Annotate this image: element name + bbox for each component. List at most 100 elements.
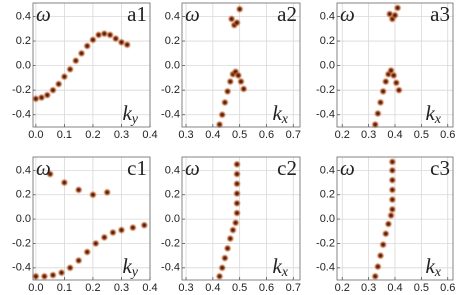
spectral-point (393, 3, 402, 13)
plot-border (336, 2, 454, 128)
panel-label: c2 (277, 156, 297, 180)
x-tick-label: 0.2 (85, 129, 100, 141)
spectral-point (378, 240, 388, 249)
panel-label: a2 (277, 2, 297, 26)
x-tick-label: 0.7 (286, 129, 301, 141)
spectral-point (232, 179, 242, 188)
plot-border (336, 156, 454, 281)
y-tick-label: 0.0 (165, 213, 180, 225)
x-tick-label: 0.0 (28, 129, 43, 141)
y-tick-label: 0.2 (16, 35, 31, 47)
y-tick-label: -0.2 (316, 237, 335, 249)
panel: -0.4 -0.2 0.0 0.2 0.4 0.3 0.4 0.5 0.6 0.7 ω c2 kx (161, 156, 301, 294)
spectral-point (65, 263, 75, 273)
y-tick-label: -0.4 (161, 262, 180, 274)
y-tick-label: -0.2 (12, 237, 31, 249)
spectral-point (54, 79, 63, 89)
y-tick-label: 0.2 (165, 35, 180, 47)
spectral-point (71, 56, 81, 65)
y-tick-label: -0.2 (161, 237, 180, 249)
y-tick-label: -0.2 (161, 84, 180, 96)
y-axis-label: ω (185, 156, 200, 180)
spectral-point (102, 188, 112, 197)
spectral-point (88, 190, 98, 199)
spectral-point (236, 77, 246, 86)
x-axis-label-main: k (425, 254, 435, 278)
x-tick-label: 0.5 (232, 282, 247, 294)
x-axis-label: ky (122, 254, 138, 280)
y-tick-label: -0.4 (316, 262, 335, 274)
y-tick-label: 0.4 (165, 10, 180, 22)
spectral-point (389, 71, 398, 80)
y-tick-label: 0.0 (165, 60, 180, 72)
y-axis-label: ω (36, 2, 51, 26)
spectral-point (100, 233, 109, 242)
x-tick-label: 0.6 (259, 282, 274, 294)
x-axis-label-main: k (122, 101, 132, 125)
x-tick-label: 0.2 (335, 129, 350, 141)
x-tick-label: 0.5 (414, 282, 429, 294)
spectral-point (388, 185, 397, 195)
x-tick-label: 0.6 (440, 282, 455, 294)
x-tick-label: 0.4 (205, 282, 220, 294)
spectral-point (91, 239, 100, 248)
spectral-point (108, 228, 118, 237)
spectral-point (65, 65, 75, 74)
spectral-point (232, 18, 242, 27)
x-tick-label: 0.5 (232, 129, 247, 141)
spectral-point (48, 270, 58, 280)
spectral-point (60, 178, 69, 187)
spectral-point (122, 40, 132, 49)
spectral-point (31, 272, 41, 281)
x-tick-label: 0.2 (85, 282, 100, 294)
spectral-point (215, 272, 224, 281)
x-tick-label: 0.4 (387, 129, 402, 141)
x-tick-label: 0.6 (440, 129, 455, 141)
spectral-point (390, 11, 400, 20)
spectral-point (88, 35, 98, 45)
spectral-point (373, 109, 383, 118)
y-axis-label: ω (185, 2, 200, 26)
x-tick-label: 0.2 (335, 282, 350, 294)
y-tick-label: 0.4 (16, 10, 31, 22)
x-tick-label: 0.1 (57, 282, 72, 294)
y-tick-label: 0.0 (16, 60, 31, 72)
panel-label: a3 (430, 2, 450, 26)
plot-frame (182, 157, 300, 280)
spectral-point (378, 87, 388, 96)
panel-label: c3 (430, 156, 450, 180)
x-tick-label: 0.4 (142, 129, 157, 141)
spectral-point (392, 78, 401, 88)
spectral-point (381, 77, 390, 86)
spectral-point (48, 85, 58, 95)
plot-border (32, 2, 151, 128)
spectral-point (218, 263, 227, 273)
spectral-point (220, 98, 230, 107)
spectral-point (226, 234, 235, 243)
spectral-point (218, 110, 227, 119)
spectral-point (40, 272, 49, 281)
plot-frame (33, 3, 150, 127)
spectral-point (74, 185, 83, 195)
x-axis-label-sub: y (130, 265, 139, 280)
y-axis-label: ω (36, 156, 51, 180)
spectral-point (373, 262, 383, 271)
y-tick-label: 0.4 (16, 164, 31, 176)
spectral-point (232, 199, 242, 208)
spectral-point (232, 160, 242, 169)
x-tick-label: 0.3 (178, 129, 193, 141)
spectral-point (57, 268, 66, 277)
x-axis-label: kx (272, 254, 288, 280)
x-axis-label-main: k (272, 254, 282, 278)
panel: -0.4 -0.2 0.0 0.2 0.4 0.0 0.1 0.2 0.3 0.4 ω a1 ky (12, 2, 158, 141)
spectral-point (77, 49, 86, 58)
spectral-point (388, 157, 397, 167)
y-tick-label: 0.2 (165, 189, 180, 201)
x-tick-label: 0.3 (361, 129, 376, 141)
x-tick-label: 0.1 (57, 129, 72, 141)
x-tick-label: 0.3 (114, 129, 129, 141)
spectral-point (235, 4, 244, 14)
y-tick-label: -0.4 (316, 109, 335, 121)
spectral-point (128, 223, 138, 232)
